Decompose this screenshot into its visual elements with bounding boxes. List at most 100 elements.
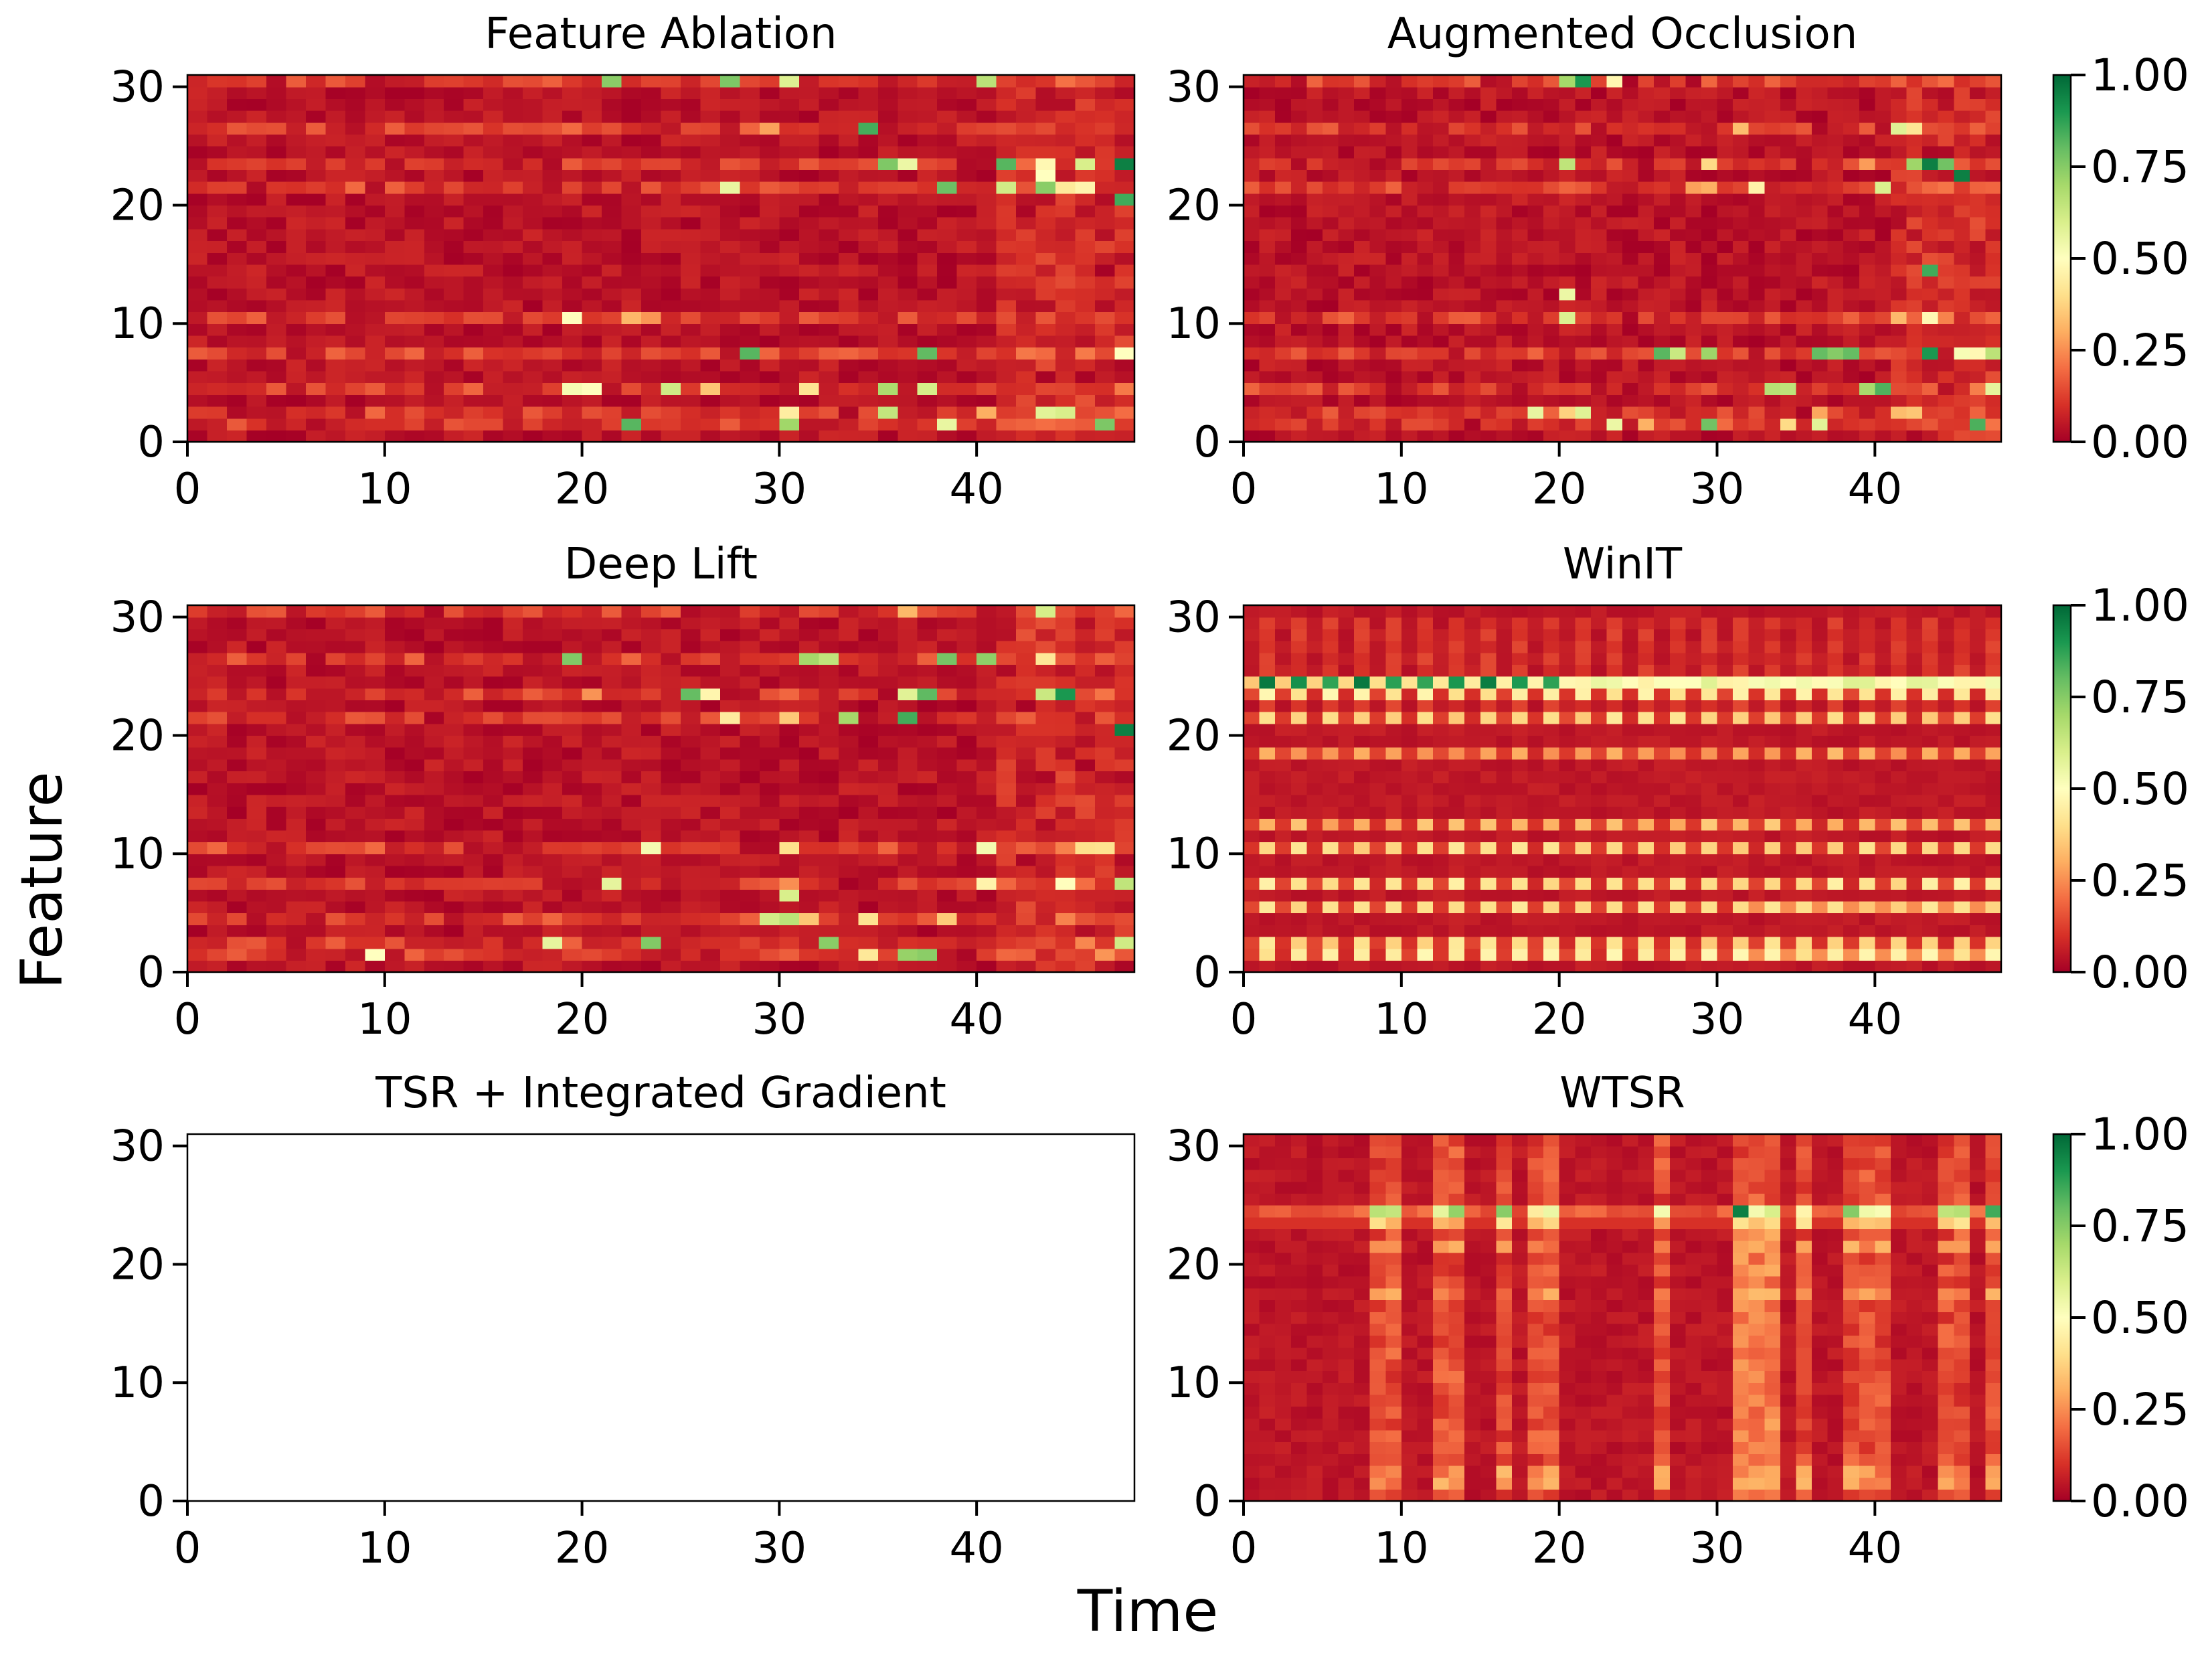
heatmap-cell [1075,193,1096,206]
heatmap-cell [1354,877,1371,890]
heatmap-cell [877,75,898,88]
heatmap-cell [976,122,997,135]
heatmap-cell [1275,157,1292,171]
heatmap-cell [1685,370,1702,384]
heatmap-cell [266,240,286,253]
heatmap-cell [680,629,701,641]
heatmap-cell [246,676,267,689]
heatmap-cell [602,86,622,99]
heatmap-cell [1354,430,1371,443]
heatmap-cell [1669,948,1686,961]
heatmap-cell [819,652,839,665]
heatmap-cell [1322,146,1339,159]
heatmap-cell [819,394,839,407]
heatmap-cell [838,394,859,407]
heatmap-cell [937,157,958,171]
heatmap-cell [1559,948,1576,961]
heatmap-cell [976,217,997,230]
heatmap-cell [1338,122,1355,135]
heatmap-cell [740,157,760,171]
heatmap-cell [286,181,307,194]
heatmap-cell [838,842,859,854]
heatmap-cell [759,134,780,147]
heatmap-cell [523,617,543,629]
heatmap-cell [187,252,208,265]
heatmap-cell [1954,122,1970,135]
heatmap-cell [602,783,622,795]
heatmap-cell [779,700,800,712]
heatmap-cell [1733,240,1750,253]
heatmap-cell [976,794,997,807]
heatmap-cell [719,842,741,854]
heatmap-cell [1717,157,1733,171]
heatmap-cell [523,75,543,88]
heatmap-cell [1016,865,1037,878]
heatmap-cell [1622,169,1639,182]
heatmap-cell [1338,418,1355,430]
heatmap-cell [819,605,839,618]
x-tick-label: 30 [752,465,806,514]
heatmap-cell [365,75,386,88]
heatmap-cell [1685,948,1702,961]
heatmap-cell [661,759,681,772]
heatmap-cell [838,783,859,795]
heatmap-cell [1275,193,1292,206]
heatmap-cell [779,641,800,653]
heatmap-cell [1622,288,1639,301]
heatmap-cell [1369,98,1386,111]
heatmap-cell [779,759,800,772]
heatmap-cell [1954,311,1970,324]
heatmap-cell [621,783,642,795]
heatmap-cell [956,157,977,171]
heatmap-cell [384,641,405,653]
heatmap-cell [661,347,681,360]
heatmap-cell [1812,264,1828,277]
heatmap-cell [1780,86,1797,99]
heatmap-cell [1843,359,1860,372]
heatmap-cell [779,747,800,760]
heatmap-cell [207,169,228,182]
heatmap-cell [621,146,642,159]
heatmap-cell [1244,382,1260,395]
heatmap-cell [956,146,977,159]
heatmap-cell [898,854,918,866]
heatmap-cell [1401,865,1418,878]
heatmap-cell [1733,288,1750,301]
heatmap-cell [1369,335,1386,348]
heatmap-cell [759,783,780,795]
heatmap-cell [325,794,346,807]
heatmap-cell [740,783,760,795]
heatmap-cell [759,157,780,171]
heatmap-cell [1938,146,1954,159]
heatmap-cell [798,617,819,629]
heatmap-cell [937,323,958,336]
heatmap-cell [1338,217,1355,230]
heatmap-cell [1527,925,1544,937]
heatmap-cell [365,771,386,783]
heatmap-cell [582,723,602,736]
heatmap-cell [838,288,859,301]
heatmap-cell [562,794,583,807]
heatmap-cell [1401,110,1418,123]
heatmap-cell [700,98,721,111]
heatmap-cell [1638,110,1654,123]
heatmap-cell [798,723,819,736]
heatmap-cell [719,747,741,760]
heatmap-cell [621,205,642,218]
heatmap-cell [1055,877,1076,890]
heatmap-cell [602,688,622,701]
heatmap-cell [1448,240,1465,253]
heatmap-cell [1906,382,1923,395]
heatmap-cell [1827,240,1844,253]
heatmap-cell [325,617,346,629]
heatmap-cell [1354,925,1371,937]
heatmap-cell [976,228,997,242]
heatmap-cell [621,865,642,878]
heatmap-cell [404,394,425,407]
heatmap-cell [1480,276,1497,289]
heatmap-cell [1075,252,1096,265]
heatmap-cell [1480,98,1497,111]
heatmap-cell [819,110,839,123]
heatmap-cell [602,842,622,854]
heatmap-cell [641,228,662,242]
